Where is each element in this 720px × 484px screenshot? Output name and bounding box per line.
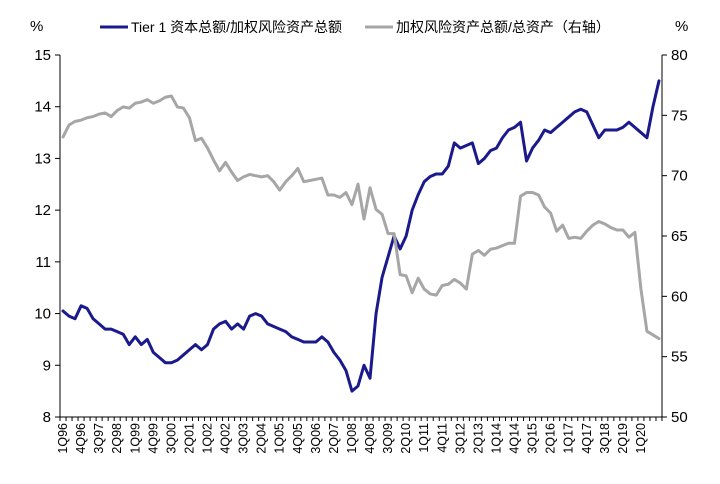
right-tick-label: 60 (671, 288, 688, 305)
x-tick-label: 2Q01 (182, 423, 196, 454)
series-line-rwa (61, 94, 661, 341)
right-tick-label: 75 (671, 107, 688, 124)
left-tick-label: 10 (34, 306, 51, 323)
x-tick-label: 1Q96 (56, 423, 70, 454)
x-tick-label: 1Q05 (273, 423, 287, 454)
x-tick-label: 3Q00 (164, 423, 178, 454)
right-tick-label: 80 (671, 47, 688, 64)
right-tick-label: 65 (671, 228, 688, 245)
right-tick-label: 70 (671, 168, 688, 185)
x-tick-label: 4Q11 (435, 423, 449, 453)
x-tick-label: 4Q99 (146, 423, 160, 454)
x-tick-label: 2Q98 (110, 423, 124, 454)
x-tick-label: 2Q04 (255, 423, 269, 454)
x-tick-label: 1Q11 (417, 423, 431, 453)
right-tick-label: 50 (671, 409, 688, 426)
x-tick-label: 1Q20 (634, 423, 648, 454)
x-tick-label: 2Q16 (544, 423, 558, 454)
series-line-tier1 (61, 79, 661, 393)
x-tick-label: 3Q97 (92, 423, 106, 454)
x-tick-label: 2Q13 (471, 423, 485, 454)
x-tick-label: 2Q19 (616, 423, 630, 454)
left-tick-label: 13 (34, 150, 51, 167)
x-tick-label: 3Q18 (598, 423, 612, 454)
left-tick-label: 11 (35, 254, 51, 271)
x-tick-label: 1Q17 (562, 423, 576, 454)
x-tick-label: 1Q08 (345, 423, 359, 454)
x-tick-label: 2Q07 (327, 423, 341, 454)
left-tick-label: 14 (34, 99, 51, 116)
left-tick-label: 9 (43, 357, 51, 374)
x-tick-label: 4Q17 (580, 423, 594, 454)
x-tick-label: 4Q08 (363, 423, 377, 454)
axes: 8 9 10 11 12 13 14 15 50 55 60 65 70 75 80 1Q96 4Q96 3Q97… (34, 47, 687, 454)
x-tick-label: 3Q09 (381, 423, 395, 454)
left-tick-label: 15 (34, 47, 51, 64)
x-tick-label: 3Q15 (526, 423, 540, 454)
x-tick-label: 4Q05 (291, 423, 305, 454)
x-tick-label: 4Q14 (508, 423, 522, 454)
plot-lines (61, 79, 661, 393)
left-axis-unit: % (30, 18, 43, 35)
x-tick-label: 3Q06 (309, 423, 323, 454)
x-tick-label: 4Q96 (74, 423, 88, 454)
left-tick-label: 12 (34, 202, 51, 219)
x-tick-label: 1Q99 (128, 423, 142, 454)
right-axis-unit: % (675, 18, 688, 35)
x-tick-label: 3Q03 (237, 423, 251, 454)
x-tick-label: 1Q02 (200, 423, 214, 454)
x-tick-label: 4Q02 (219, 423, 233, 454)
left-tick-label: 8 (43, 409, 51, 426)
legend-label-rwa: 加权风险资产总额/总资产（右轴） (396, 19, 610, 35)
x-tick-label: 3Q12 (453, 423, 467, 454)
x-tick-label: 2Q10 (399, 423, 413, 454)
legend-label-tier1: Tier 1 资本总额/加权风险资产总额 (131, 19, 342, 35)
legend: Tier 1 资本总额/加权风险资产总额 加权风险资产总额/总资产（右轴） (100, 19, 610, 35)
right-tick-label: 55 (671, 349, 688, 366)
x-tick-label: 1Q14 (489, 423, 503, 454)
